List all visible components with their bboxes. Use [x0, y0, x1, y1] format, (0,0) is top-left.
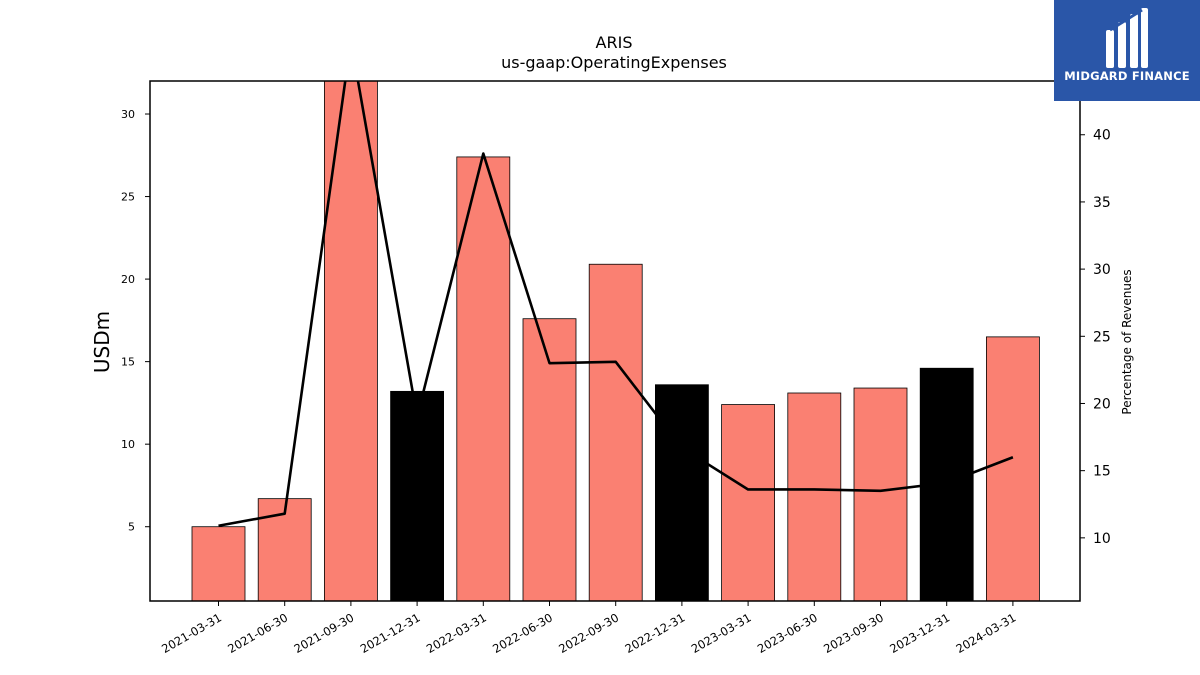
bar-2022-06-30 — [522, 318, 577, 601]
bar-group — [191, 81, 1040, 601]
chart-title: ARIS — [596, 33, 633, 52]
y-tick-label: 25 — [121, 191, 135, 204]
y2-tick-label: 15 — [1093, 464, 1111, 480]
bar-2023-06-30 — [787, 392, 842, 601]
bar-2022-03-31 — [456, 156, 511, 601]
y2-tick-label: 25 — [1093, 329, 1111, 345]
x-tick-label: 2022-03-31 — [424, 610, 489, 656]
bar-2023-03-31 — [721, 404, 775, 601]
x-tick-label: 2022-12-31 — [623, 610, 688, 656]
x-tick-label: 2022-09-30 — [556, 610, 621, 656]
y-tick-label: 5 — [128, 521, 135, 534]
y-tick-label: 20 — [121, 273, 135, 286]
y2-tick-label: 40 — [1093, 128, 1111, 144]
x-tick-label: 2023-03-31 — [689, 610, 754, 656]
y-axis-label: USDm — [90, 311, 114, 373]
percentage-of-revenues-line — [218, 81, 1014, 528]
y-tick-label: 30 — [121, 108, 135, 121]
y-tick-label: 15 — [121, 356, 135, 369]
x-tick-label: 2021-12-31 — [358, 610, 423, 656]
left-axis-ticks: 5 10 15 20 25 30 — [121, 108, 150, 534]
right-axis-ticks: 10 15 20 25 30 35 40 — [1080, 128, 1111, 547]
y-tick-label: 10 — [121, 438, 135, 451]
logo-text: MIDGARD FINANCE — [1064, 69, 1190, 83]
y2-tick-label: 10 — [1093, 531, 1111, 547]
y2-tick-label: 35 — [1093, 195, 1111, 211]
logo-mark-icon — [1106, 8, 1148, 68]
x-tick-label: 2021-03-31 — [159, 610, 224, 656]
bar-2023-09-30 — [853, 387, 908, 601]
bar-2024-03-31 — [986, 336, 1040, 601]
y2-tick-label: 30 — [1093, 262, 1111, 278]
x-axis-ticks: 2021-03-31 2021-06-30 2021-09-30 2021-12-31… — [159, 601, 1018, 656]
x-tick-label: 2023-12-31 — [887, 610, 952, 656]
x-tick-label: 2024-03-31 — [954, 610, 1019, 656]
x-tick-label: 2021-06-30 — [225, 610, 290, 656]
x-tick-label: 2023-06-30 — [755, 610, 820, 656]
x-tick-label: 2023-09-30 — [821, 610, 886, 656]
bar-2021-03-31 — [191, 526, 246, 601]
x-tick-label: 2021-09-30 — [292, 610, 357, 656]
plot-frame — [149, 80, 1081, 602]
percentage-line-group — [218, 81, 1014, 528]
x-tick-label: 2022-06-30 — [490, 610, 555, 656]
bar-2021-12-31 — [390, 390, 445, 601]
chart-subtitle: us-gaap:OperatingExpenses — [501, 53, 727, 72]
bar-2022-09-30 — [588, 263, 643, 601]
y2-tick-label: 20 — [1093, 396, 1111, 412]
y2-axis-label: Percentage of Revenues — [1120, 269, 1134, 414]
midgard-finance-logo: MIDGARD FINANCE — [1054, 0, 1200, 101]
bar-2022-12-31 — [655, 384, 709, 601]
